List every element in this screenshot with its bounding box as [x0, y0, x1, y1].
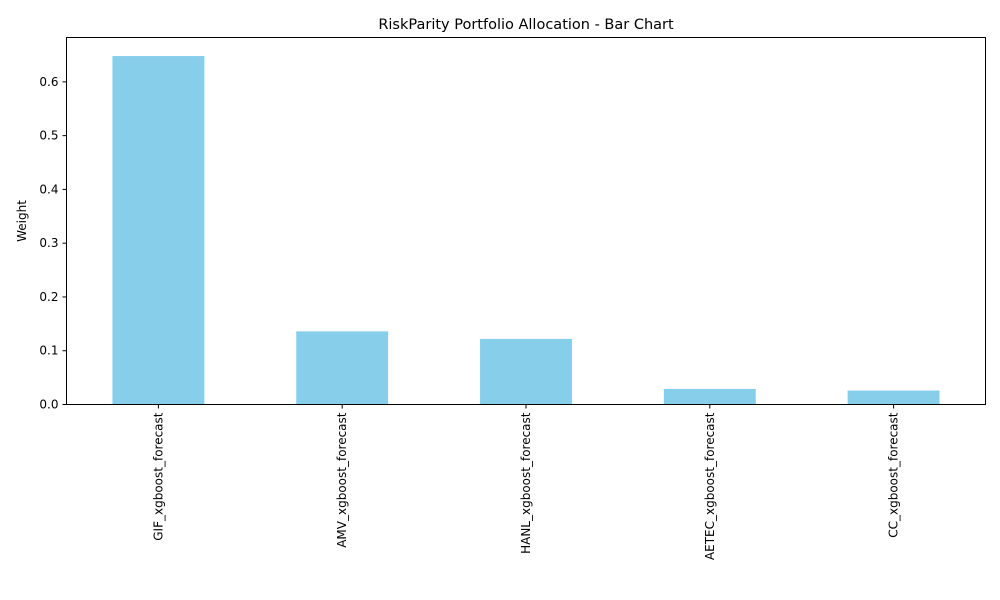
- y-tick-label: 0.5: [39, 129, 58, 143]
- y-tick-label: 0.0: [39, 398, 58, 412]
- y-tick-label: 0.1: [39, 344, 58, 358]
- x-axis: GIF_xgboost_forecast AMV_xgboost_forecast…: [151, 404, 901, 560]
- y-axis: 0.0 0.1 0.2 0.3 0.4 0.5 0.6: [39, 75, 67, 412]
- x-tick-label: GIF_xgboost_forecast: [151, 412, 165, 541]
- bars-group: [112, 56, 940, 405]
- x-tick-label: CC_xgboost_forecast: [887, 412, 901, 538]
- y-tick-label: 0.6: [39, 75, 58, 89]
- y-tick-label: 0.2: [39, 290, 58, 304]
- bar-HANL_xgboost_forecast: [480, 338, 572, 405]
- x-tick-label: AMV_xgboost_forecast: [335, 412, 349, 548]
- x-tick-label: HANL_xgboost_forecast: [519, 412, 533, 554]
- bar-GIF_xgboost_forecast: [112, 56, 205, 405]
- plot-frame: [66, 37, 986, 405]
- y-axis-title: Weight: [15, 200, 29, 242]
- bar-AETEC_xgboost_forecast: [663, 388, 756, 405]
- y-tick-label: 0.3: [39, 236, 58, 250]
- chart-title: RiskParity Portfolio Allocation - Bar Ch…: [378, 17, 674, 33]
- bar-CC_xgboost_forecast: [847, 390, 940, 405]
- y-tick-label: 0.4: [39, 182, 58, 196]
- x-tick-label: AETEC_xgboost_forecast: [703, 412, 717, 560]
- bar-AMV_xgboost_forecast: [296, 331, 389, 405]
